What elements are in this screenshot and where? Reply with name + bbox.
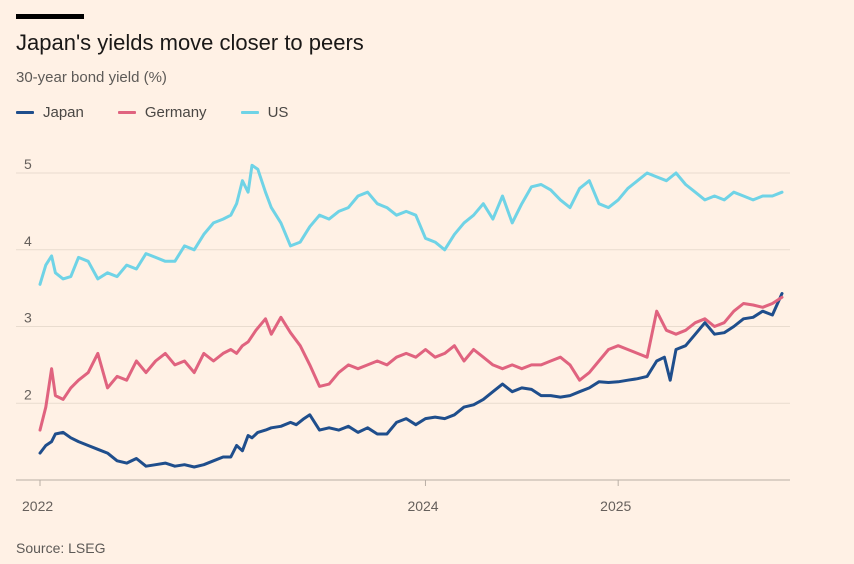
chart-title: Japan's yields move closer to peers	[16, 30, 364, 55]
series-line-us	[38, 163, 784, 286]
legend-swatch-japan	[16, 111, 34, 114]
legend-label-japan: Japan	[43, 104, 84, 121]
top-rule	[16, 14, 84, 19]
legend-label-us: US	[267, 104, 289, 121]
series-line-germany	[38, 295, 784, 432]
legend-swatch-germany	[117, 111, 136, 114]
source-note: Source: LSEG	[16, 540, 106, 556]
legend-item-us: US	[240, 104, 289, 121]
x-tick-label-2025: 2025	[600, 498, 631, 514]
chart-subtitle: 30-year bond yield (%)	[16, 69, 167, 86]
legend-swatch-us	[240, 111, 259, 114]
y-tick-label-2: 2	[24, 386, 32, 402]
legend-label-germany: Germany	[144, 104, 207, 121]
legend-item-germany: Germany	[117, 104, 207, 121]
y-tick-label-5: 5	[24, 156, 32, 172]
series-line-japan	[38, 292, 784, 469]
legend-item-japan: Japan	[16, 104, 84, 121]
legend: Japan Germany US	[16, 104, 322, 121]
x-tick-label-2022: 2022	[22, 498, 53, 514]
y-tick-label-4: 4	[24, 233, 32, 249]
x-tick-label-2024: 2024	[407, 498, 438, 514]
y-tick-label-3: 3	[24, 310, 32, 326]
